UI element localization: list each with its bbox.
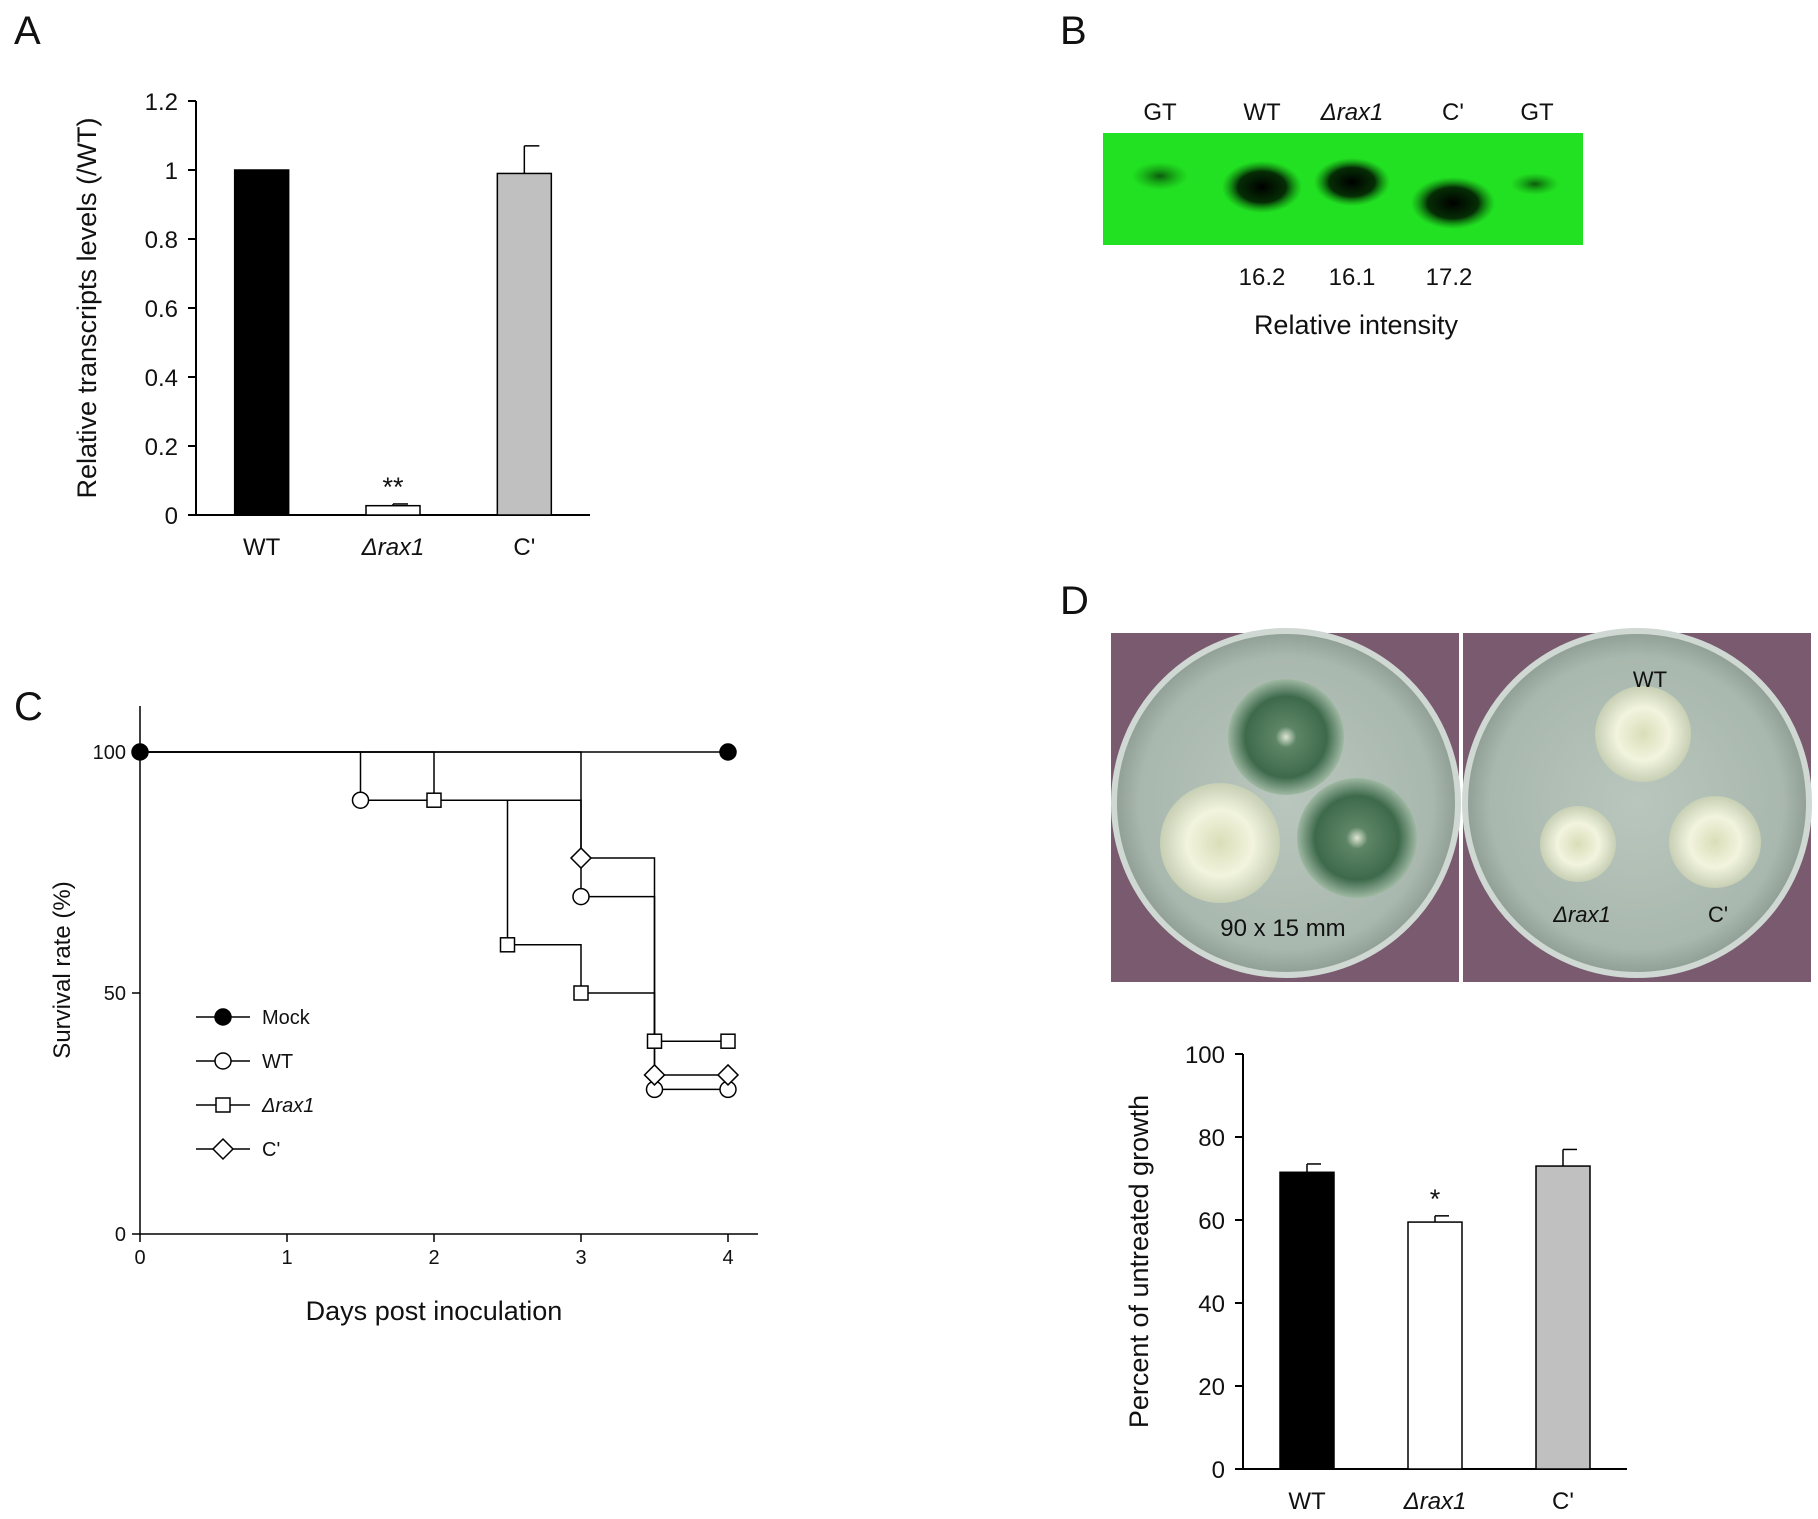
gel-blot: GT WT Δrax1 C' GT 16.2 16.1 17.2 Relativ… [1103,99,1583,340]
bar-chart-a: 0 0.2 0.4 0.6 0.8 1 1.2 WT ** Δrax1 C' Relative tra… [72,89,590,561]
x-tick-label: Δrax1 [1403,1488,1467,1514]
dish-size-label: 90 x 15 mm [1220,915,1345,942]
colony-left-top [1228,679,1344,795]
photo-label-mutant: Δrax1 [1552,902,1611,927]
bar [1535,1165,1591,1470]
photo-label-comp: C' [1708,902,1728,927]
series-2-point [646,1033,663,1049]
plate-photos: 90 x 15 mm WT Δrax1 C' [1111,628,1812,982]
significance-marker: ** [382,472,404,502]
x-tick-label: 3 [575,1247,586,1269]
legend-label: Δrax1 [261,1095,314,1117]
y-tick-label: 80 [1198,1125,1225,1152]
y-axis-label: Relative transcripts levels (/WT) [72,117,102,498]
y-tick-label: 0.2 [145,434,178,461]
blot-lane-label-mutant: Δrax1 [1320,99,1384,126]
series-1-point [572,887,590,906]
y-tick-label: 0 [165,503,178,530]
panel-label-c: C [14,685,43,729]
bar [1407,1221,1463,1470]
x-tick-label: 0 [134,1247,145,1269]
blot-intensity-mutant: 16.1 [1329,264,1376,291]
y-tick-label: 100 [1185,1042,1225,1069]
photo-label-wt: WT [1633,667,1667,692]
series-line-3 [140,751,728,1076]
blot-band-mutant [1314,158,1390,206]
y-tick-label: 0.8 [145,227,178,254]
x-tick-label: WT [1288,1488,1326,1514]
x-axis-label: Days post inoculation [306,1296,563,1326]
colony-left-bottom-right [1297,778,1417,898]
survival-chart-c: 0 1 2 3 4 0 50 100 Days post inoculation Survival… [49,706,758,1326]
series-3-point [716,1063,740,1087]
x-tick-label: WT [243,534,281,561]
panel-label-d: D [1060,579,1089,623]
colony-left-bottom-left [1160,783,1280,903]
y-tick-label: 50 [104,983,126,1005]
colony-right-wt [1595,686,1691,782]
y-tick-label: 60 [1198,1208,1225,1235]
x-tick-label: C' [1552,1488,1574,1514]
series-3-point [643,1063,666,1087]
blot-lane-label-comp: C' [1442,99,1464,126]
bar [496,172,553,516]
blot-intensity-comp: 17.2 [1426,264,1473,291]
significance-marker: * [1430,1184,1441,1214]
series-2-point [573,985,589,1001]
legend-marker [214,1008,232,1026]
blot-band-gt-left [1132,162,1188,190]
series-1-point [351,791,370,809]
legend-marker [215,1097,231,1113]
y-tick-label: 1.2 [145,89,178,116]
y-tick-label: 0 [1212,1457,1225,1484]
y-axis-label: Percent of untreated growth [1124,1095,1154,1428]
petri-dish-right [1462,628,1812,978]
x-tick-label: 2 [428,1247,439,1269]
bar-chart-d: 0 20 40 60 80 100 WT * Δrax1 C' Percent of untreat… [1124,1042,1627,1515]
y-tick-label: 0 [115,1224,126,1246]
series-0-point [719,743,737,761]
x-tick-label: Δrax1 [361,534,425,561]
legend-label: C' [262,1139,280,1161]
bar [233,169,290,516]
x-tick-label: C' [513,534,535,561]
colony-right-comp [1669,796,1761,888]
bar [365,504,421,516]
y-tick-label: 1 [165,158,178,185]
panel-label-a: A [14,9,41,53]
blot-lane-label-gt-right: GT [1520,99,1554,126]
blot-band-comp [1411,177,1495,229]
blot-lane-label-wt: WT [1243,99,1281,126]
y-tick-label: 0.4 [145,365,178,392]
series-2-point [426,792,442,808]
blot-caption: Relative intensity [1254,310,1459,340]
legend-label: WT [262,1051,293,1073]
bar [1279,1171,1335,1470]
blot-band-wt [1222,161,1302,213]
blot-lane-label-gt-left: GT [1143,99,1177,126]
series-0-point [131,743,149,761]
colony-right-mutant [1540,806,1616,882]
y-tick-label: 100 [93,742,126,764]
series-2-point [720,1033,736,1049]
legend-marker [214,1052,232,1070]
y-tick-label: 40 [1198,1291,1225,1318]
x-tick-label: 4 [722,1247,733,1269]
legend-marker [211,1137,235,1161]
y-tick-label: 0.6 [145,296,178,323]
series-2-point [499,937,516,953]
blot-intensity-wt: 16.2 [1239,264,1286,291]
blot-band-gt-right [1511,173,1559,195]
y-axis-label: Survival rate (%) [49,881,76,1058]
legend-label: Mock [262,1007,311,1029]
panel-label-b: B [1060,9,1087,53]
y-tick-label: 20 [1198,1374,1225,1401]
x-tick-label: 1 [281,1247,292,1269]
series-3-point [569,846,593,870]
